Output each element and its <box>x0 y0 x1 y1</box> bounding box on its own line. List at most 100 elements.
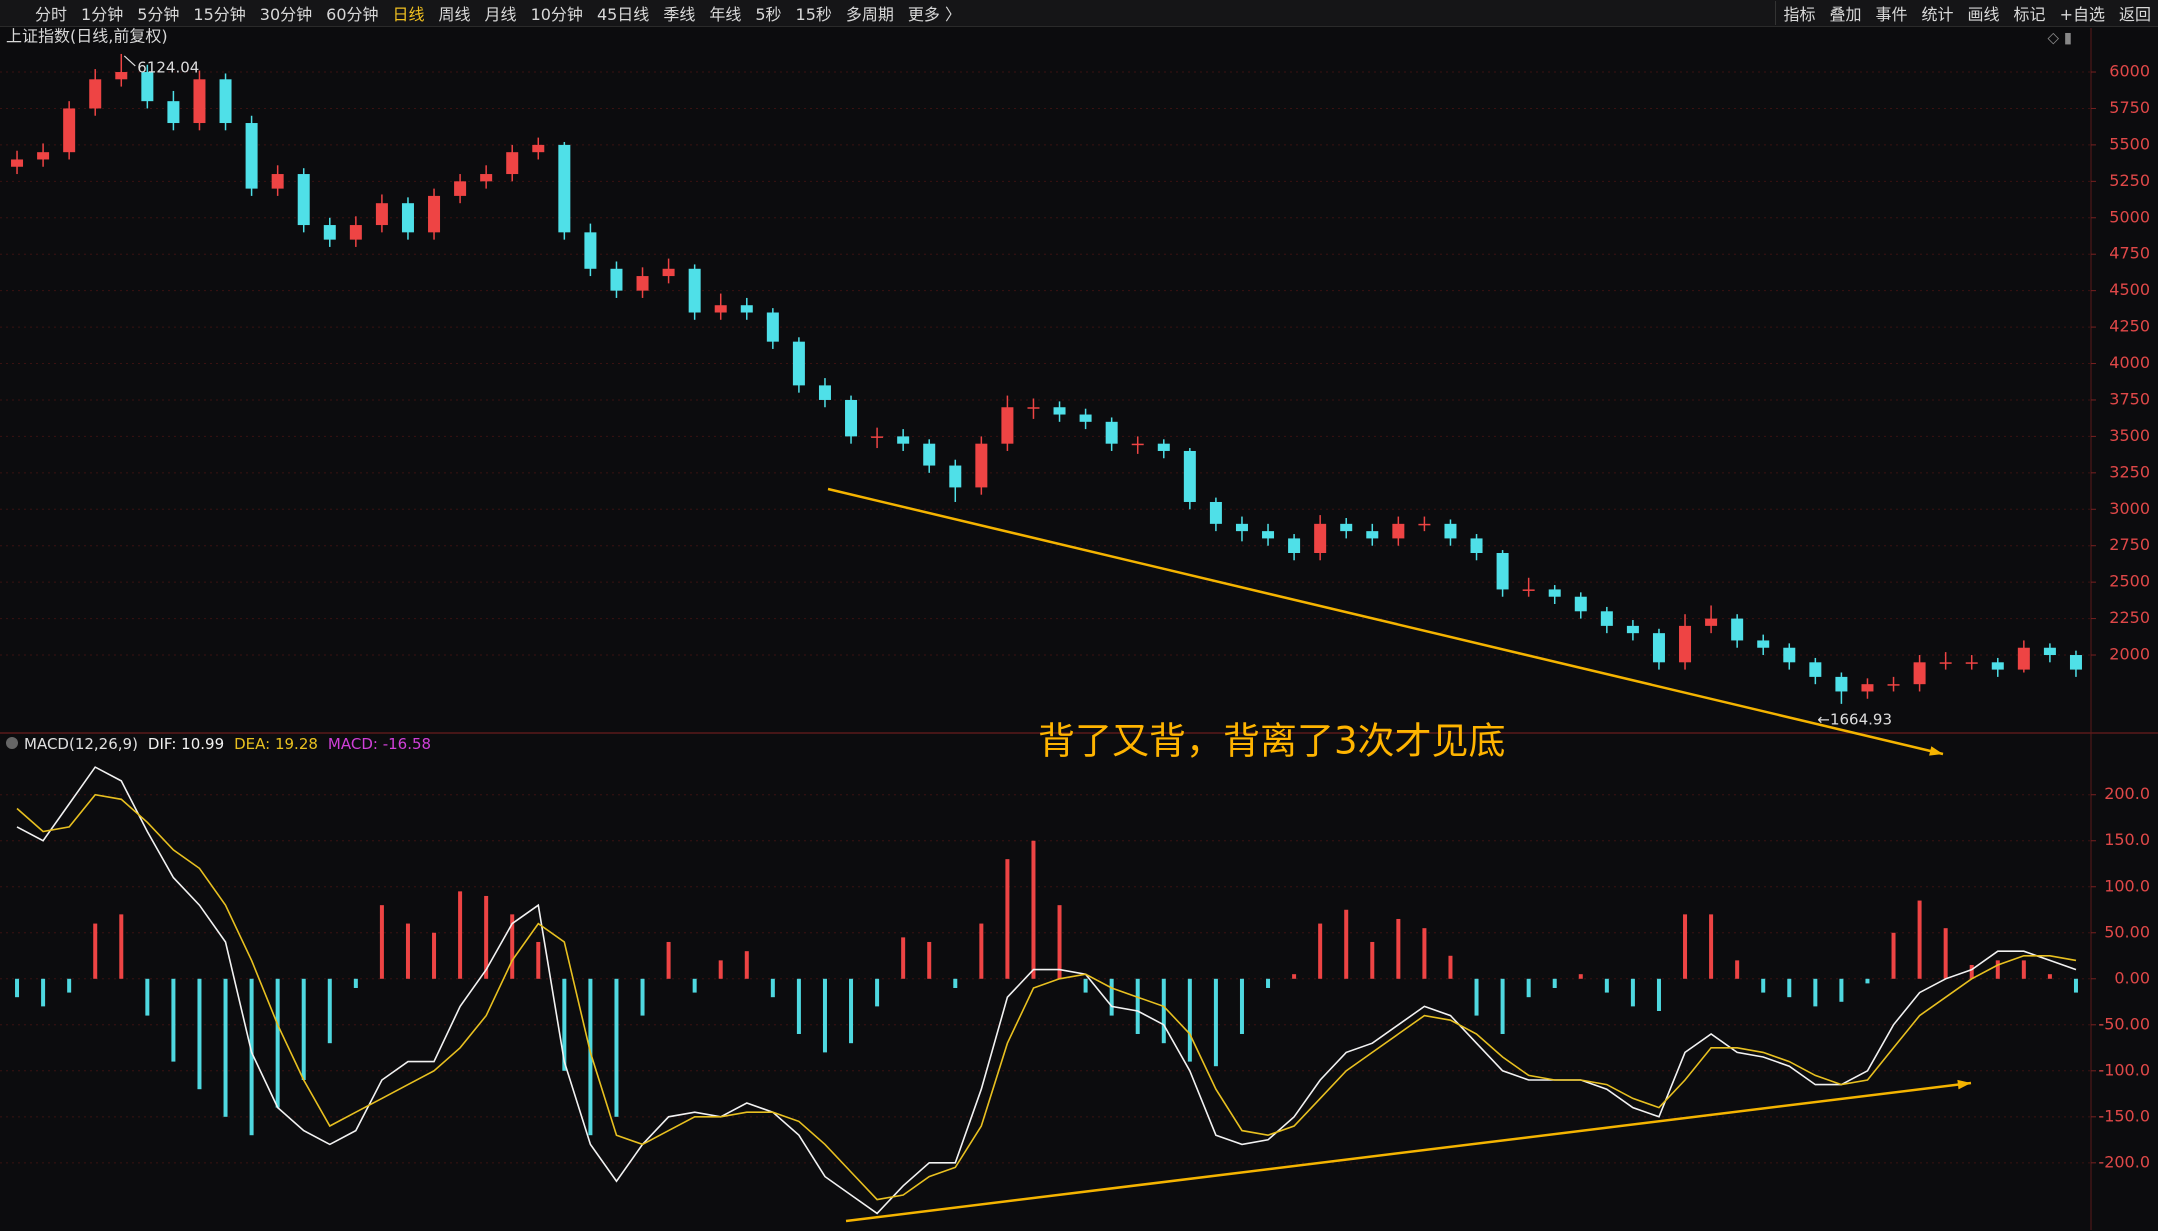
y-tick-label: 4750 <box>2109 244 2150 263</box>
y-tick-label: 2250 <box>2109 608 2150 627</box>
candle-body <box>897 436 910 444</box>
tool-button[interactable]: 叠加 <box>1829 5 1862 24</box>
period-tab[interactable]: 日线 <box>392 5 425 24</box>
y-tick-label: 4250 <box>2109 317 2150 336</box>
candle-body <box>740 305 753 313</box>
macd-bar <box>1787 978 1792 998</box>
candle-body <box>845 399 858 437</box>
y-tick-label: 3000 <box>2109 499 2150 518</box>
macd-bar <box>1474 978 1479 1016</box>
candle-body <box>1262 531 1275 539</box>
candle-body <box>506 152 519 175</box>
legend-entry: MACD: -16.58 <box>328 735 431 753</box>
candle-body <box>1705 618 1718 626</box>
period-tab[interactable]: 年线 <box>709 5 742 24</box>
tool-button[interactable]: 返回 <box>2118 5 2151 24</box>
candle-body <box>871 436 884 438</box>
candle-body <box>1835 676 1848 692</box>
candle-body <box>1600 611 1613 626</box>
macd-bar <box>666 941 671 979</box>
candle-body <box>1652 633 1665 663</box>
candle-body <box>428 195 441 233</box>
candle-body <box>610 268 623 291</box>
macd-bar <box>640 978 645 1016</box>
toolbar: 分时 1分钟 5分钟 15分钟 30分钟 60分钟 日线 周线 月线 10分钟 45日线 季线 年线 5秒… <box>0 0 2158 27</box>
low-label: ←1664.93 <box>1817 710 1892 728</box>
candle-body <box>1939 662 1952 664</box>
tool-button[interactable]: +自选 <box>2059 5 2105 24</box>
tool-button[interactable]: 画线 <box>1967 5 2000 24</box>
period-tabs: 分时 1分钟 5分钟 15分钟 30分钟 60分钟 日线 周线 月线 10分钟 45日线 季线 年线 5秒… <box>0 1 968 25</box>
period-tab[interactable]: 10分钟 <box>530 5 583 24</box>
candle-body <box>949 465 962 488</box>
y-tick-label: 4500 <box>2109 280 2150 299</box>
candle-body <box>558 144 571 233</box>
candle-body <box>1783 647 1796 663</box>
candle-body <box>1209 501 1222 524</box>
tool-button[interactable]: 指标 <box>1783 5 1816 24</box>
period-tab[interactable]: 15分钟 <box>193 5 246 24</box>
macd-bar <box>979 923 984 979</box>
period-tab[interactable]: 多周期 <box>845 5 894 24</box>
period-tab[interactable]: 1分钟 <box>81 5 124 24</box>
tool-button[interactable]: 统计 <box>1921 5 1954 24</box>
candle-body <box>714 305 727 313</box>
macd-bar <box>953 978 958 988</box>
period-tab[interactable]: 周线 <box>438 5 471 24</box>
candle-body <box>167 101 180 124</box>
candle-body <box>2043 647 2056 656</box>
macd-bar <box>145 978 150 1016</box>
period-tab[interactable]: 30分钟 <box>259 5 313 24</box>
macd-bar <box>1761 978 1766 993</box>
macd-bar <box>1995 960 2000 979</box>
macd-bar <box>1239 978 1244 1034</box>
macd-bar <box>1735 960 1740 979</box>
period-tab[interactable]: 5分钟 <box>137 5 180 24</box>
candle-body <box>1861 684 1874 692</box>
candle-body <box>1131 443 1144 446</box>
period-tab[interactable]: 季线 <box>663 5 696 24</box>
candle-body <box>1418 523 1431 526</box>
macd-bar <box>171 978 176 1062</box>
macd-bar <box>2047 974 2052 979</box>
candle-body <box>584 232 597 269</box>
divergence-line <box>827 487 1944 756</box>
macd-bar <box>1396 918 1401 979</box>
macd-bar <box>1292 974 1297 979</box>
period-tab[interactable]: 分时 <box>35 5 68 24</box>
macd-bar <box>1318 923 1323 979</box>
y-tick-label: 2750 <box>2109 535 2150 554</box>
macd-bar <box>1578 974 1583 979</box>
tool-button[interactable]: 标记 <box>2013 5 2046 24</box>
arrow-head <box>1957 1079 1971 1090</box>
macd-bar <box>1422 928 1427 979</box>
candle-body <box>141 72 154 102</box>
legend-entry: DEA: 19.28 <box>234 735 318 753</box>
y-tick-label: -150.0 <box>2098 1106 2150 1125</box>
period-tab[interactable]: 15秒 <box>795 5 832 24</box>
macd-bar <box>2021 960 2026 979</box>
candle-body <box>1001 407 1014 444</box>
macd-bar <box>67 978 72 993</box>
period-tab[interactable]: 更多 〉 <box>907 5 962 24</box>
candle-body <box>636 276 649 291</box>
candle-body <box>115 72 128 80</box>
y-tick-label: 3750 <box>2109 389 2150 408</box>
candle-body <box>975 443 988 488</box>
macd-bar <box>249 978 254 1136</box>
macd-bar <box>875 978 880 1007</box>
y-tick-label: 5250 <box>2109 171 2150 190</box>
period-tab[interactable]: 60分钟 <box>326 5 379 24</box>
macd-bar <box>301 978 306 1081</box>
macd-bar <box>1344 909 1349 979</box>
period-tab[interactable]: 5秒 <box>755 5 782 24</box>
legend-entry: DIF: 10.99 <box>148 735 224 753</box>
y-tick-label: 3500 <box>2109 426 2150 445</box>
period-tab[interactable]: 45日线 <box>596 5 650 24</box>
candle-body <box>37 152 50 160</box>
candle-body <box>923 443 936 466</box>
period-tab[interactable]: 月线 <box>484 5 517 24</box>
macd-bar <box>41 978 46 1007</box>
tool-button[interactable]: 事件 <box>1875 5 1908 24</box>
